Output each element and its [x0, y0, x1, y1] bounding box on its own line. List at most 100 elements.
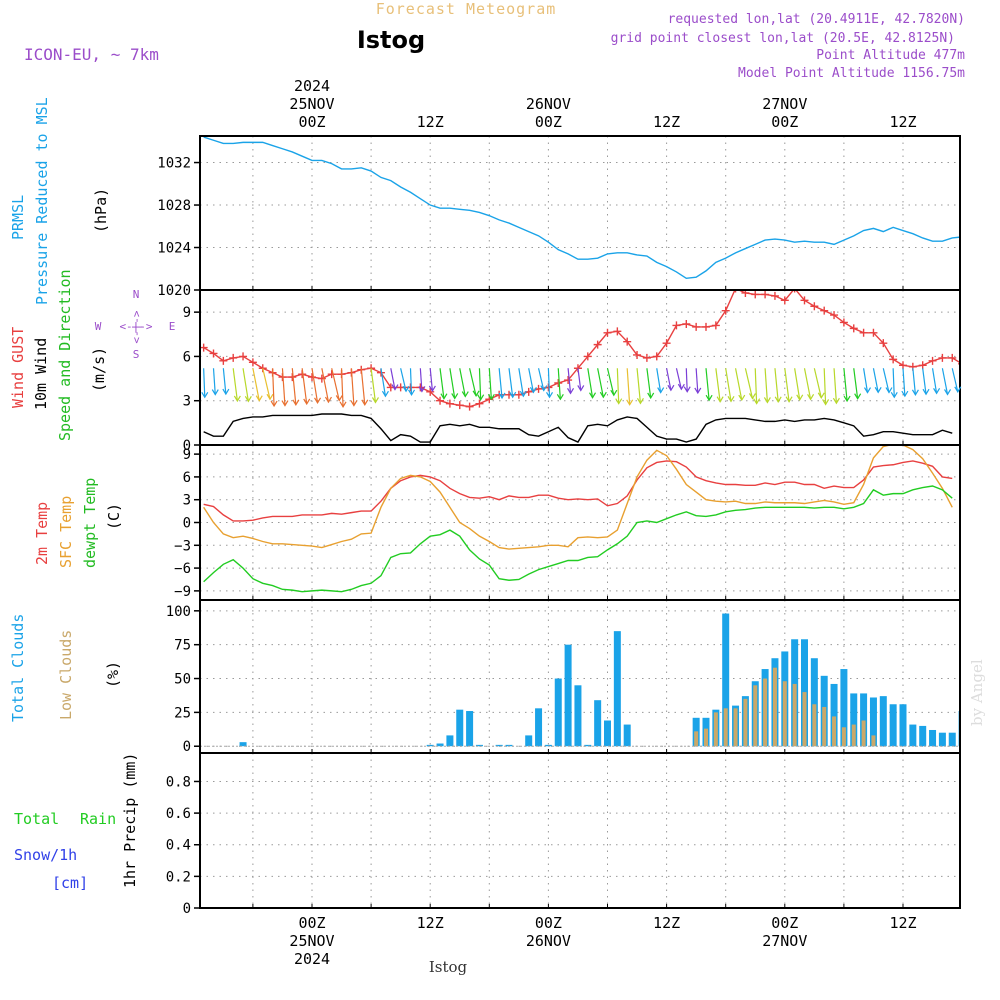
- wind-arrow: [528, 368, 535, 393]
- wind-arrow: [567, 368, 572, 394]
- total-cloud-bar: [938, 732, 946, 747]
- gust-marker: [800, 296, 809, 305]
- wind-arrow: [882, 368, 890, 393]
- gust-marker: [711, 321, 720, 330]
- gust-marker: [623, 337, 632, 346]
- total-cloud-bar: [889, 704, 897, 747]
- gust-marker: [692, 322, 701, 331]
- wind-arrow: [794, 368, 801, 400]
- pressure-panel-labels: PRMSL Pressure Reduced to MSL (hPa): [9, 97, 110, 305]
- low-cloud-bar: [753, 685, 758, 747]
- temp-sfc-label: SFC Temp: [57, 496, 75, 568]
- wind-arrowhead: [371, 397, 379, 404]
- time-label: 2024: [294, 77, 330, 95]
- time-label: 12Z: [653, 914, 680, 932]
- total-cloud-bar: [0, 742, 7, 746]
- wind-arrow: [281, 368, 286, 406]
- low-cloud-bar: [772, 667, 777, 747]
- wind-arrowhead: [657, 387, 665, 394]
- pressure-plot-area: [203, 136, 960, 280]
- gust-marker: [682, 319, 691, 328]
- gust-marker: [879, 339, 888, 348]
- gust-marker: [849, 324, 858, 333]
- low-clouds-label: Low Clouds: [57, 630, 75, 720]
- gust-marker: [793, 290, 796, 293]
- pressure-ytick-label: 1032: [157, 156, 191, 172]
- temp-series-sfc-temp: [203, 445, 953, 550]
- watermark: by Angel: [968, 659, 986, 726]
- wind-arrow: [488, 368, 492, 400]
- total-cloud-bar: [899, 704, 907, 747]
- low-cloud-bar: [861, 720, 866, 747]
- gust-marker: [642, 353, 651, 362]
- total-cloud-bar: [436, 743, 444, 747]
- low-cloud-bar: [694, 731, 699, 747]
- wind-arrowhead: [222, 388, 230, 396]
- wind-arrowhead: [677, 383, 685, 391]
- wind-arrow: [311, 368, 319, 403]
- total-cloud-bar: [564, 644, 572, 747]
- total-cloud-bar: [860, 693, 868, 747]
- gust-marker: [702, 322, 710, 331]
- wind-frame: [199, 289, 961, 446]
- wind-arrowhead: [863, 387, 872, 394]
- gust-marker: [308, 373, 316, 382]
- wind-arrow: [409, 368, 413, 395]
- wind-arrowhead: [361, 399, 369, 407]
- wind-arrow: [449, 368, 456, 399]
- precip-frame: [199, 752, 961, 909]
- low-cloud-bar: [841, 727, 846, 747]
- wind-arrowhead: [546, 391, 554, 399]
- wind-arrowhead: [408, 389, 416, 397]
- wind-arrow: [400, 368, 407, 392]
- wind-arrowhead: [610, 389, 618, 397]
- wind-arrow: [390, 368, 396, 390]
- low-cloud-bar: [812, 704, 817, 747]
- temp-series-2m-temp: [203, 460, 953, 522]
- time-label: 27NOV: [762, 932, 807, 950]
- precip-ytick-label: 0: [183, 901, 191, 917]
- wind-arrow: [380, 368, 387, 397]
- gridpoint-coords: grid point closest lon,lat (20.5E, 42.81…: [611, 31, 955, 46]
- model-altitude: Model Point Altitude 1156.75m: [738, 66, 965, 81]
- low-cloud-bar: [704, 728, 708, 747]
- gust-marker: [613, 327, 622, 336]
- total-cloud-bar: [623, 724, 631, 747]
- wind-arrowhead: [540, 385, 548, 392]
- wind-arrowhead: [577, 385, 585, 392]
- pressure-ytick-label: 1020: [157, 283, 191, 299]
- wind-arrow: [606, 368, 615, 396]
- wind-arrowhead: [339, 401, 347, 408]
- wind-arrow: [498, 368, 503, 398]
- wind-arrow: [813, 368, 822, 398]
- wind-arrow: [931, 368, 938, 394]
- wind-arrowhead: [567, 387, 575, 395]
- gust-marker: [721, 306, 730, 315]
- wind-arrowhead: [266, 393, 274, 401]
- gust-marker: [672, 321, 681, 330]
- wind-arrow: [833, 368, 838, 404]
- total-cloud-bar: [869, 697, 877, 747]
- wind-arrowhead: [509, 391, 517, 399]
- temp-ytick-label: −6: [174, 561, 191, 577]
- total-cloud-bar: [840, 669, 848, 747]
- time-label: 26NOV: [526, 95, 571, 113]
- wind-arrow: [705, 368, 710, 401]
- low-cloud-bar: [782, 681, 787, 747]
- total-cloud-bar: [594, 700, 602, 747]
- precip-ytick-label: 0.4: [166, 838, 191, 854]
- wind-arrow: [725, 368, 732, 402]
- gust-marker: [209, 349, 218, 358]
- time-label: 12Z: [889, 113, 916, 131]
- compass-s: S: [133, 348, 140, 361]
- wind-arrowhead: [350, 400, 358, 407]
- gust-marker: [327, 370, 336, 379]
- time-label: 25NOV: [289, 95, 334, 113]
- wind-arrowhead: [626, 399, 634, 406]
- wind-arrowhead: [636, 398, 644, 405]
- total-cloud-bar: [446, 735, 454, 747]
- wind-arrow: [469, 368, 477, 396]
- wind-arrowhead: [418, 386, 426, 393]
- low-cloud-bar: [832, 716, 837, 747]
